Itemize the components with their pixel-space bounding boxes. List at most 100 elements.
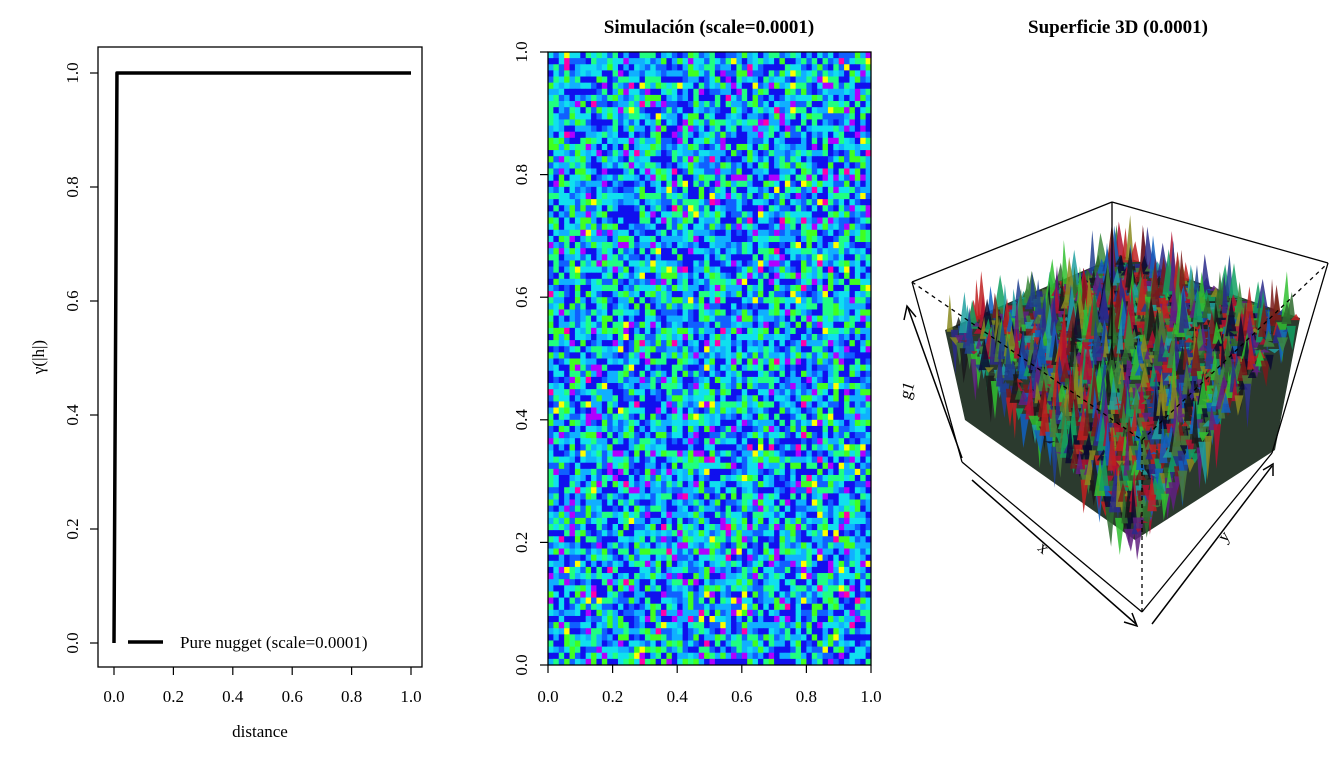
heatmap-cell: [806, 517, 813, 525]
heatmap-cell: [865, 229, 872, 237]
heatmap-cell: [596, 58, 603, 65]
heatmap-cell: [833, 309, 840, 316]
heatmap-cell: [628, 358, 635, 366]
heatmap-cell: [601, 327, 608, 335]
heatmap-cell: [768, 143, 775, 151]
heatmap-cell: [725, 291, 732, 298]
heatmap-cell: [854, 156, 861, 163]
heatmap-cell: [623, 548, 630, 556]
heatmap-cell: [731, 58, 737, 65]
heatmap-cell: [860, 315, 867, 323]
heatmap-cell: [612, 113, 619, 120]
heatmap-cell: [682, 58, 689, 65]
heatmap-cell: [817, 180, 823, 188]
heatmap-cell: [558, 511, 565, 519]
heatmap-cell: [725, 186, 732, 194]
heatmap-cell: [849, 321, 856, 329]
heatmap-cell: [811, 156, 818, 163]
heatmap-cell: [849, 333, 856, 341]
heatmap-cell: [801, 278, 807, 286]
heatmap-cell: [720, 425, 727, 433]
heatmap-cell: [817, 432, 823, 439]
heatmap-cell: [774, 517, 780, 525]
heatmap-cell: [693, 113, 700, 120]
heatmap-cell: [725, 340, 732, 347]
heatmap-cell: [849, 352, 856, 359]
heatmap-cell: [585, 407, 592, 415]
heatmap-cell: [714, 64, 721, 71]
heatmap-cell: [671, 125, 678, 133]
heatmap-cell: [639, 370, 646, 378]
heatmap-cell: [784, 419, 791, 427]
heatmap-cell: [741, 309, 748, 316]
heatmap-cell: [569, 530, 576, 537]
heatmap-cell: [639, 554, 646, 562]
heatmap-cell: [860, 395, 867, 402]
heatmap-cell: [854, 303, 861, 310]
heatmap-cell: [774, 143, 780, 151]
heatmap-cell: [709, 542, 716, 549]
heatmap-cell: [704, 248, 710, 255]
heatmap-cell: [763, 493, 770, 500]
heatmap-cell: [752, 137, 759, 145]
heatmap-cell: [811, 530, 818, 537]
heatmap-cell: [731, 327, 737, 335]
heatmap-cell: [564, 456, 570, 464]
heatmap-cell: [854, 64, 861, 71]
heatmap-cell: [634, 346, 640, 353]
heatmap-cell: [811, 94, 818, 102]
heatmap-cell: [817, 444, 823, 451]
heatmap-cell: [548, 205, 554, 212]
heatmap-cell: [644, 52, 651, 59]
heatmap-cell: [844, 352, 850, 359]
heatmap-cell: [596, 223, 603, 231]
heatmap-cell: [574, 113, 581, 120]
heatmap-cell: [720, 487, 727, 494]
heatmap-cell: [628, 174, 635, 182]
heatmap-cell: [827, 284, 834, 292]
heatmap-cell: [585, 192, 592, 200]
x-tick-label: 0.2: [163, 687, 184, 706]
heatmap-cell: [591, 303, 597, 310]
heatmap-cell: [860, 419, 867, 427]
heatmap-cell: [714, 309, 721, 316]
heatmap-cell: [687, 217, 694, 225]
heatmap-cell: [854, 383, 861, 390]
heatmap-cell: [741, 70, 748, 77]
heatmap-cell: [833, 284, 840, 292]
heatmap-cell: [650, 229, 657, 237]
heatmap-cell: [623, 554, 630, 562]
heatmap-cell: [585, 82, 592, 90]
heatmap-cell: [849, 107, 856, 114]
heatmap-cell: [671, 358, 678, 366]
heatmap-cell: [596, 548, 603, 556]
heatmap-cell: [661, 407, 667, 415]
heatmap-cell: [854, 180, 861, 188]
heatmap-cell: [574, 248, 581, 255]
heatmap-cell: [795, 389, 802, 396]
heatmap-cell: [650, 511, 657, 519]
heatmap-cell: [747, 174, 753, 182]
heatmap-cell: [827, 88, 834, 96]
heatmap-cell: [801, 82, 807, 90]
heatmap-cell: [806, 327, 813, 335]
heatmap-cell: [752, 260, 759, 267]
heatmap-cell: [849, 425, 856, 433]
heatmap-cell: [650, 94, 657, 102]
heatmap-cell: [671, 389, 678, 396]
heatmap-cell: [671, 517, 678, 525]
heatmap-cell: [677, 462, 683, 470]
heatmap-cell: [580, 425, 587, 433]
heatmap-cell: [655, 94, 662, 102]
heatmap-cell: [801, 321, 807, 329]
heatmap-cell: [564, 468, 570, 476]
heatmap-cell: [838, 444, 845, 451]
heatmap-cell: [731, 254, 737, 261]
heatmap-cell: [558, 333, 565, 341]
heatmap-cell: [736, 235, 743, 243]
heatmap-cell: [801, 235, 807, 243]
heatmap-cell: [849, 303, 856, 310]
heatmap-cell: [752, 524, 759, 531]
heatmap-cell: [693, 462, 700, 470]
heatmap-cell: [569, 297, 576, 304]
